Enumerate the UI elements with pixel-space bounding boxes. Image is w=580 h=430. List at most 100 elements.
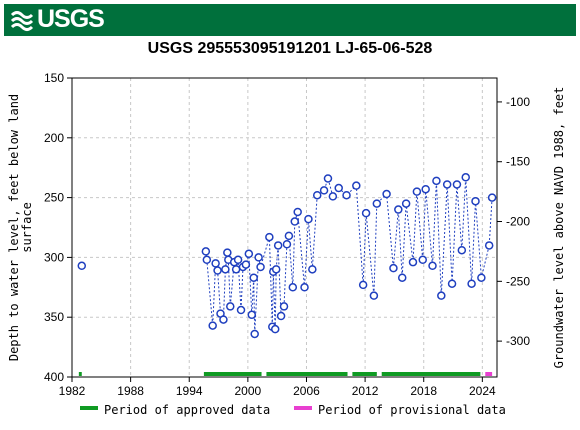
data-point — [271, 265, 281, 274]
approved-period-bar — [203, 372, 262, 376]
y-axis-label: Depth to water level, feet below landsur… — [7, 94, 34, 361]
y2-tick-label: -150 — [506, 155, 530, 169]
data-point — [389, 263, 398, 273]
y-axis-label-line: Depth to water level, feet below land — [7, 94, 21, 361]
data-point — [282, 239, 292, 249]
y-tick-label: 250 — [44, 191, 64, 205]
data-point — [452, 180, 462, 189]
data-point — [244, 249, 254, 259]
data-point — [361, 208, 371, 218]
data-point — [382, 189, 391, 199]
data-point — [276, 311, 286, 321]
legend-approved-swatch — [80, 406, 98, 410]
x-tick-label: 2024 — [469, 384, 496, 398]
data-point — [461, 173, 470, 182]
plot-frame — [71, 77, 498, 378]
plot-area — [72, 78, 497, 377]
data-point — [312, 190, 322, 200]
data-point — [226, 302, 235, 311]
provisional-period-bar — [485, 372, 493, 376]
y-tick-label: 150 — [44, 71, 64, 85]
y-tick-label: 300 — [44, 250, 64, 264]
data-point — [273, 241, 283, 250]
data-point — [477, 273, 486, 282]
data-point — [233, 255, 243, 265]
data-point — [408, 257, 418, 267]
data-point — [270, 324, 280, 334]
data-point — [284, 231, 294, 241]
data-point — [397, 273, 407, 282]
data-point — [231, 265, 241, 274]
data-point — [223, 248, 232, 257]
data-point — [328, 192, 338, 201]
data-point — [208, 321, 217, 330]
data-point — [213, 266, 222, 275]
y-axis-label-line: surface — [20, 202, 34, 253]
data-point — [279, 302, 289, 311]
usgs-wave-icon — [10, 11, 34, 31]
data-point — [211, 259, 220, 268]
y-tick-label: 400 — [44, 370, 64, 384]
approved-period-bar — [266, 372, 348, 376]
data-point — [293, 207, 302, 217]
data-point — [437, 291, 446, 300]
data-point — [254, 253, 263, 262]
chart-title: USGS 295553095191201 LJ-65-06-528 — [147, 40, 433, 57]
data-point — [250, 329, 259, 339]
y2-tick-label: -200 — [506, 215, 530, 229]
y2-tick-label: -300 — [506, 334, 530, 348]
data-point — [342, 190, 351, 200]
data-point — [372, 199, 382, 208]
data-point — [401, 199, 411, 208]
data-point — [265, 232, 274, 242]
data-point — [323, 174, 333, 183]
y2-tick-label: -100 — [506, 95, 530, 109]
data-point — [358, 280, 368, 290]
data-point — [412, 187, 422, 196]
data-point — [432, 176, 441, 186]
data-point — [304, 214, 313, 224]
data-point — [201, 247, 211, 256]
x-tick-label: 2018 — [410, 384, 437, 398]
usgs-banner: USGS — [4, 4, 576, 36]
data-point — [418, 255, 427, 265]
data-point — [484, 241, 494, 250]
x-tick-label: 2000 — [235, 384, 262, 398]
x-tick-label: 2012 — [352, 384, 379, 398]
data-point — [394, 205, 403, 214]
data-point — [334, 183, 343, 193]
data-point — [428, 261, 437, 271]
data-point — [247, 310, 257, 320]
data-point — [221, 265, 230, 274]
legend-provisional-label: Period of provisional data — [318, 403, 506, 417]
approved-period-bar — [381, 372, 481, 376]
data-point — [202, 255, 212, 265]
data-point — [319, 186, 329, 195]
data-point — [308, 265, 317, 274]
approved-period-bar — [78, 372, 82, 376]
x-tick-label: 1994 — [176, 384, 203, 398]
legend-approved-label: Period of approved data — [104, 403, 270, 417]
data-point — [77, 261, 87, 271]
data-point — [290, 217, 300, 226]
data-point — [471, 196, 480, 206]
data-point — [447, 279, 457, 288]
data-point — [457, 245, 467, 255]
y-tick-label: 350 — [44, 310, 64, 324]
data-point — [249, 273, 258, 282]
data-point — [442, 180, 452, 189]
y-tick-label: 200 — [44, 131, 64, 145]
usgs-logo-text: USGS — [37, 5, 105, 33]
data-point — [352, 181, 361, 190]
x-tick-label: 1982 — [59, 384, 86, 398]
data-point — [369, 291, 379, 300]
legend-provisional-swatch — [294, 406, 312, 410]
data-point — [487, 193, 497, 202]
data-point — [421, 184, 430, 194]
y2-tick-label: -250 — [506, 274, 530, 288]
data-point — [241, 260, 251, 269]
data-point — [300, 283, 309, 292]
data-point — [236, 305, 246, 315]
approved-period-bar — [352, 372, 377, 376]
